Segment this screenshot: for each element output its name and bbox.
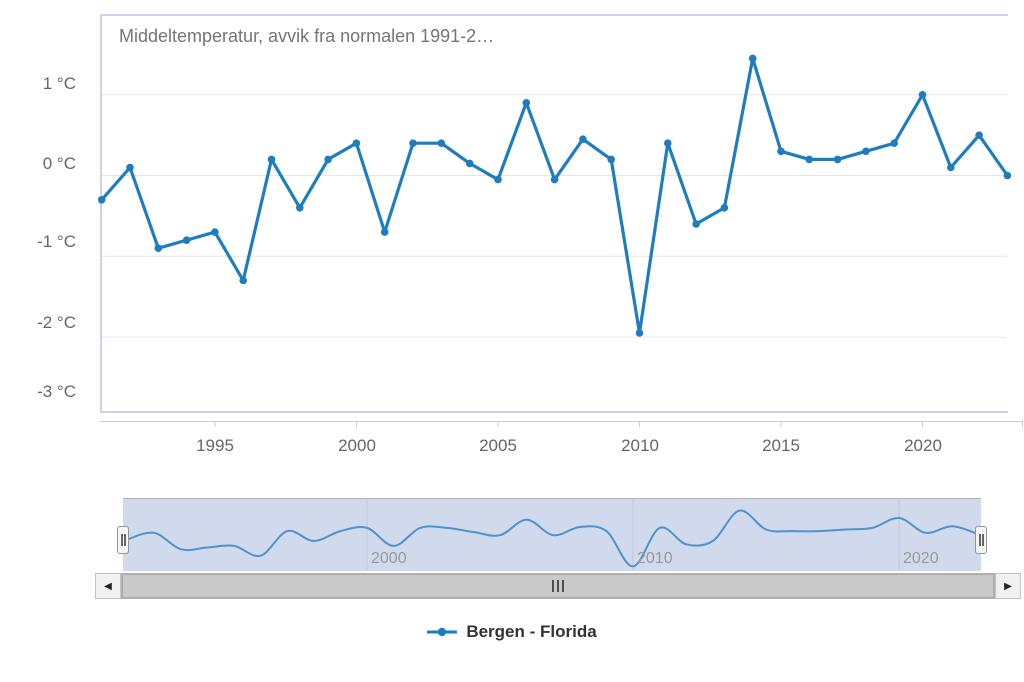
- data-point-2012[interactable]: [692, 220, 700, 228]
- legend-line-marker-icon: [427, 627, 458, 637]
- scroll-left-icon: ◀: [104, 580, 112, 592]
- data-point-2008[interactable]: [579, 135, 587, 143]
- data-point-2010[interactable]: [635, 329, 644, 337]
- data-point-2022[interactable]: [975, 131, 983, 139]
- data-point-1997[interactable]: [267, 155, 276, 164]
- navigator-right-handle[interactable]: [975, 526, 987, 554]
- data-point-2005[interactable]: [494, 175, 502, 184]
- data-point-2003[interactable]: [437, 139, 446, 147]
- navigator-axis-label: 2000: [371, 550, 407, 567]
- scrollbar-grip-icon: [552, 580, 564, 592]
- legend-item-bergen-florida[interactable]: Bergen - Florida: [427, 622, 597, 642]
- legend-label: Bergen - Florida: [466, 622, 597, 641]
- x-axis-label: 2010: [621, 436, 659, 455]
- data-point-2023[interactable]: [1003, 171, 1012, 180]
- data-point-2001[interactable]: [380, 228, 389, 236]
- data-point-1993[interactable]: [154, 244, 163, 252]
- data-point-2002[interactable]: [409, 139, 417, 147]
- navigator-axis-label: 2010: [637, 550, 673, 567]
- data-point-2009[interactable]: [607, 155, 615, 164]
- data-point-2019[interactable]: [890, 139, 898, 147]
- data-point-2021[interactable]: [947, 163, 955, 172]
- data-point-2017[interactable]: [833, 155, 842, 164]
- data-point-2013[interactable]: [720, 204, 729, 212]
- scrollbar-left-button[interactable]: ◀: [95, 573, 121, 599]
- data-point-2000[interactable]: [352, 139, 361, 147]
- legend: Bergen - Florida: [0, 622, 1024, 642]
- data-point-2018[interactable]: [862, 147, 870, 156]
- data-point-2015[interactable]: [777, 147, 785, 156]
- y-axis-label: -1 °C: [37, 232, 76, 251]
- scrollbar-right-button[interactable]: ▶: [995, 573, 1021, 599]
- y-axis-label: -3 °C: [37, 382, 76, 401]
- y-axis-label: 1 °C: [42, 74, 76, 93]
- scroll-right-icon: ▶: [1004, 580, 1012, 592]
- data-point-2007[interactable]: [550, 175, 559, 184]
- handle-grip-icon: [120, 534, 126, 546]
- data-point-2016[interactable]: [805, 155, 814, 164]
- scrollbar-thumb[interactable]: [122, 574, 994, 598]
- data-point-2004[interactable]: [465, 159, 474, 168]
- x-axis-label: 2015: [762, 436, 800, 455]
- data-point-1991[interactable]: [97, 196, 106, 204]
- navigator-series-line: [127, 509, 980, 568]
- x-axis-label: 1995: [196, 436, 234, 455]
- data-point-2014[interactable]: [748, 54, 757, 63]
- legend-marker: [438, 627, 447, 637]
- plot-border: [100, 14, 1008, 413]
- data-point-2006[interactable]: [522, 99, 531, 107]
- y-axis-label: 0 °C: [42, 154, 76, 173]
- x-axis-label: 2000: [338, 436, 376, 455]
- navigator-left-handle[interactable]: [117, 526, 129, 554]
- scrollbar-track[interactable]: [121, 573, 995, 599]
- handle-grip-icon: [978, 534, 984, 546]
- x-axis-label: 2005: [479, 436, 517, 455]
- data-point-1994[interactable]: [182, 236, 191, 244]
- data-point-2020[interactable]: [918, 91, 927, 99]
- data-point-1998[interactable]: [296, 204, 304, 212]
- data-point-1996[interactable]: [239, 276, 247, 285]
- navigator-axis-label: 2020: [903, 550, 939, 567]
- y-axis-label: -2 °C: [37, 313, 76, 332]
- data-point-2011[interactable]: [664, 139, 672, 147]
- data-point-1999[interactable]: [324, 155, 332, 164]
- chart-title: Middeltemperatur, avvik fra normalen 199…: [119, 26, 495, 46]
- data-point-1992[interactable]: [126, 163, 134, 172]
- x-axis-label: 2020: [904, 436, 942, 455]
- data-point-1995[interactable]: [211, 228, 219, 236]
